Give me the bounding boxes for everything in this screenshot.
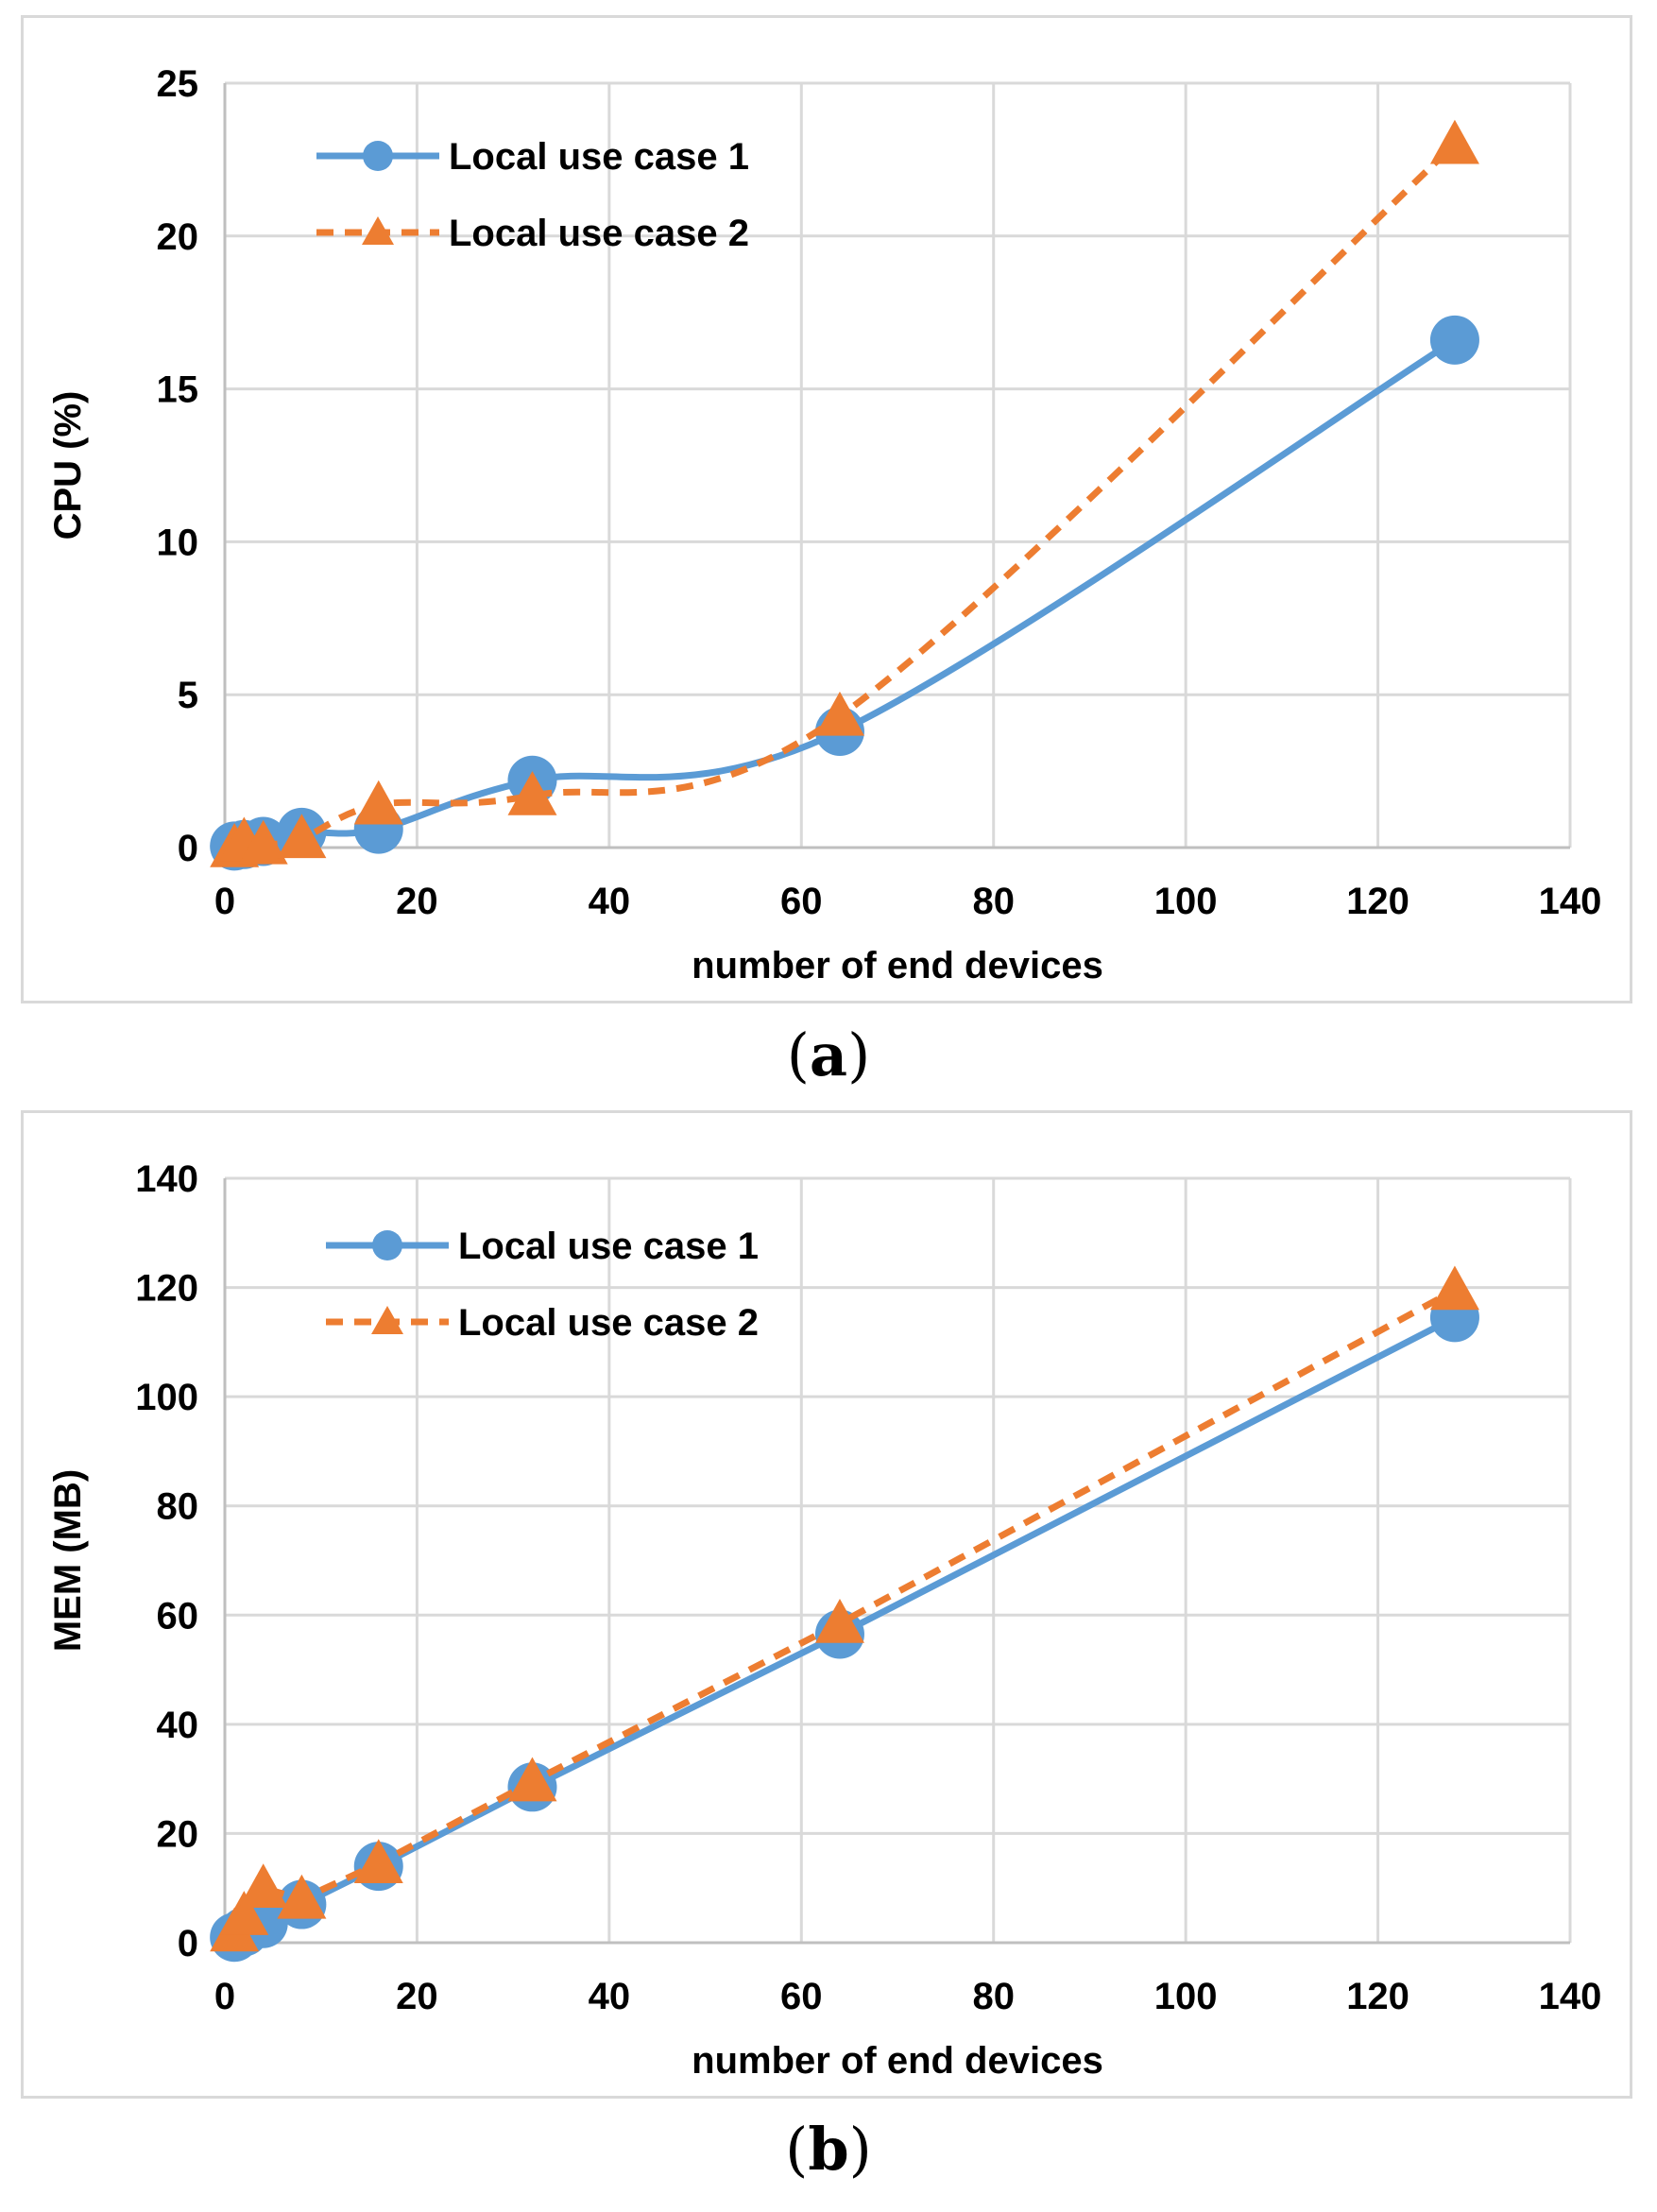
x-tick-label: 100 [1154, 881, 1218, 922]
data-point-triangle [277, 814, 327, 859]
legend-marker-circle [363, 141, 393, 171]
x-tick-label: 0 [214, 1976, 235, 2017]
y-tick-label: 5 [178, 675, 198, 716]
data-point-triangle [353, 780, 403, 825]
x-tick-label: 40 [589, 1976, 631, 2017]
caption-b: (b) [785, 2115, 872, 2184]
y-tick-label: 100 [135, 1377, 198, 1418]
data-point-triangle [1429, 119, 1479, 164]
caption-b-letter: b [808, 2115, 849, 2184]
y-tick-label: 10 [157, 522, 199, 563]
y-tick-label: 20 [157, 216, 199, 258]
y-axis-title: MEM (MB) [47, 1469, 89, 1652]
x-tick-label: 80 [972, 881, 1015, 922]
chart-panel-a: 0 20 40 60 80 100 120 140 0 5 10 15 20 25 number of en… [21, 15, 1632, 1003]
x-axis-title: number of end devices [692, 945, 1103, 986]
legend-marker-circle [372, 1230, 402, 1260]
y-axis-title: CPU (%) [47, 391, 89, 540]
legend-marker-triangle [371, 1306, 403, 1334]
y-tick-label: 40 [157, 1705, 199, 1746]
x-tick-label: 60 [780, 1976, 823, 2017]
x-tick-label: 100 [1154, 1976, 1218, 2017]
legend-label-1: Local use case 1 [458, 1226, 759, 1267]
caption-a: (a) [786, 1020, 871, 1089]
mem-chart: 0 20 40 60 80 100 120 140 0 20 40 60 80 100 120 140 numb… [47, 1158, 1602, 2082]
series-line-2 [231, 1287, 1457, 1934]
y-tick-label: 120 [135, 1268, 198, 1310]
data-point-circle [1429, 315, 1479, 365]
data-point-triangle [238, 1863, 288, 1909]
cpu-chart: 0 20 40 60 80 100 120 140 0 5 10 15 20 25 number of en… [47, 63, 1602, 986]
legend-label-2: Local use case 2 [458, 1302, 759, 1344]
y-tick-label: 0 [178, 828, 198, 869]
data-point-triangle [277, 1874, 327, 1919]
x-tick-label: 20 [396, 1976, 438, 2017]
legend-label-2: Local use case 2 [449, 213, 749, 254]
y-tick-label: 25 [157, 63, 199, 105]
x-tick-label: 40 [589, 881, 631, 922]
data-point-triangle [814, 1598, 864, 1643]
caption-a-letter: a [809, 1020, 848, 1089]
x-tick-label: 140 [1539, 881, 1602, 922]
x-tick-label: 0 [214, 881, 235, 922]
data-point-triangle [219, 1891, 269, 1935]
y-tick-label: 0 [178, 1923, 198, 1964]
x-tick-label: 60 [780, 881, 823, 922]
y-tick-label: 60 [157, 1595, 199, 1637]
x-tick-label: 120 [1346, 881, 1409, 922]
data-point-triangle [814, 691, 864, 736]
data-point-triangle [507, 1757, 557, 1802]
data-point-triangle [353, 1839, 403, 1884]
y-tick-label: 20 [157, 1813, 199, 1855]
y-tick-label: 15 [157, 369, 199, 411]
x-tick-label: 140 [1539, 1976, 1602, 2017]
x-tick-label: 80 [972, 1976, 1015, 2017]
data-point-triangle [238, 819, 288, 865]
x-axis-title: number of end devices [692, 2040, 1103, 2082]
y-tick-label: 80 [157, 1486, 199, 1528]
data-point-triangle [1429, 1265, 1479, 1311]
chart-panel-b: 0 20 40 60 80 100 120 140 0 20 40 60 80 100 120 140 numb… [21, 1110, 1632, 2099]
y-tick-label: 140 [135, 1158, 198, 1200]
data-point-triangle [507, 770, 557, 815]
x-tick-label: 20 [396, 881, 438, 922]
x-tick-label: 120 [1346, 1976, 1409, 2017]
legend-marker-triangle [362, 216, 394, 245]
legend-label-1: Local use case 1 [449, 136, 749, 178]
